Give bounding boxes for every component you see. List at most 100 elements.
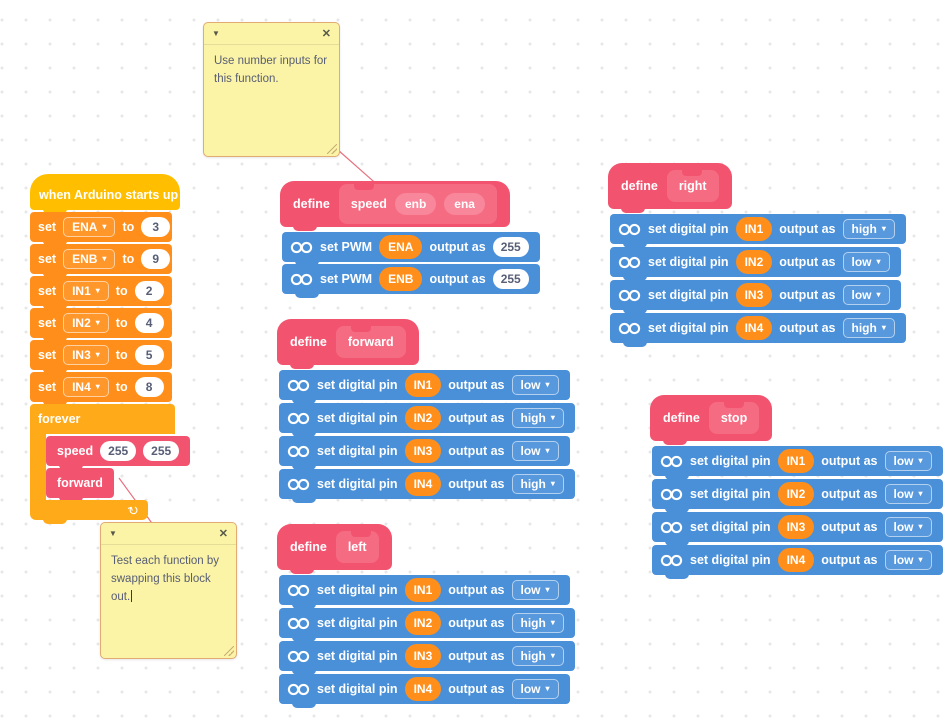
state-dropdown[interactable]: low ▾: [884, 517, 932, 537]
set-variable-block[interactable]: set IN1 ▾ to 2: [30, 276, 172, 310]
define-stop-hat[interactable]: define stop: [650, 395, 773, 445]
number-input[interactable]: 255: [100, 441, 137, 461]
set-variable-block[interactable]: set IN3 ▾ to 5: [30, 340, 172, 374]
variable-oval[interactable]: IN4: [404, 677, 442, 701]
state-dropdown[interactable]: low ▾: [511, 580, 559, 600]
number-input[interactable]: 5: [134, 345, 164, 365]
variable-oval[interactable]: IN1: [404, 373, 442, 397]
param-enb[interactable]: enb: [394, 193, 437, 215]
variable-oval[interactable]: IN4: [404, 472, 442, 496]
set-digital-pin-block[interactable]: set digital pin IN2 output as high ▾: [279, 608, 575, 642]
set-digital-pin-block[interactable]: set digital pin IN3 output as low ▾: [279, 436, 570, 470]
forever-header[interactable]: forever: [30, 404, 175, 434]
hat-when-arduino-starts-up[interactable]: when Arduino starts up: [30, 174, 180, 214]
define-left-hat[interactable]: define left: [277, 524, 392, 574]
variable-dropdown[interactable]: IN3 ▾: [63, 345, 109, 365]
variable-dropdown[interactable]: IN2 ▾: [63, 313, 109, 333]
variable-oval[interactable]: IN2: [735, 250, 773, 274]
forever-footer[interactable]: ↻: [30, 500, 148, 524]
define-forward-hat[interactable]: define forward: [277, 319, 419, 369]
number-input[interactable]: 255: [492, 237, 529, 257]
state-dropdown[interactable]: high ▾: [511, 613, 564, 633]
comment-note[interactable]: ▼ ✕ Use number inputs for this function.: [203, 22, 340, 157]
set-digital-pin-block[interactable]: set digital pin IN4 output as low ▾: [279, 674, 570, 708]
close-icon[interactable]: ✕: [321, 28, 331, 40]
state-dropdown[interactable]: low ▾: [511, 441, 559, 461]
resize-handle[interactable]: [224, 646, 234, 656]
set-digital-pin-block[interactable]: set digital pin IN1 output as low ▾: [279, 370, 570, 404]
state-dropdown[interactable]: high ▾: [511, 646, 564, 666]
set-variable-block[interactable]: set IN2 ▾ to 4: [30, 308, 172, 342]
set-variable-block[interactable]: set IN4 ▾ to 8: [30, 372, 172, 406]
number-input[interactable]: 3: [141, 217, 171, 237]
variable-oval[interactable]: IN2: [777, 482, 815, 506]
variable-oval[interactable]: IN3: [404, 439, 442, 463]
variable-oval[interactable]: IN2: [404, 611, 442, 635]
state-dropdown[interactable]: high ▾: [511, 408, 564, 428]
set-digital-pin-block[interactable]: set digital pin IN3 output as high ▾: [279, 641, 575, 675]
variable-dropdown[interactable]: ENA ▾: [63, 217, 116, 237]
set-pwm-block[interactable]: set PWM ENA output as 255: [282, 232, 540, 266]
state-dropdown[interactable]: low ▾: [884, 550, 932, 570]
variable-oval[interactable]: IN1: [777, 449, 815, 473]
state-dropdown[interactable]: low ▾: [842, 252, 890, 272]
comment-text[interactable]: Use number inputs for this function.: [204, 45, 339, 97]
variable-dropdown[interactable]: IN4 ▾: [63, 377, 109, 397]
variable-dropdown[interactable]: ENB ▾: [63, 249, 116, 269]
dropdown-value: high: [520, 411, 546, 425]
variable-oval[interactable]: IN3: [777, 515, 815, 539]
state-dropdown[interactable]: low ▾: [842, 285, 890, 305]
collapse-arrow-icon[interactable]: ▼: [212, 29, 220, 38]
forever-block[interactable]: forever speed 255 255 forward ↻: [30, 404, 191, 524]
state-dropdown[interactable]: high ▾: [511, 474, 564, 494]
set-digital-pin-block[interactable]: set digital pin IN2 output as high ▾: [279, 403, 575, 437]
variable-oval[interactable]: IN2: [404, 406, 442, 430]
set-digital-pin-block[interactable]: set digital pin IN2 output as low ▾: [652, 479, 943, 513]
close-icon[interactable]: ✕: [218, 528, 228, 540]
number-input[interactable]: 255: [143, 441, 180, 461]
variable-oval[interactable]: ENA: [379, 235, 423, 259]
define-right-hat[interactable]: define right: [608, 163, 732, 213]
variable-oval[interactable]: IN3: [735, 283, 773, 307]
set-digital-pin-block[interactable]: set digital pin IN1 output as low ▾: [652, 446, 943, 480]
resize-handle[interactable]: [327, 144, 337, 154]
collapse-arrow-icon[interactable]: ▼: [109, 529, 117, 538]
call-speed-block[interactable]: speed 255 255: [46, 436, 191, 470]
comment-text[interactable]: Test each function by swapping this bloc…: [101, 545, 236, 614]
set-variable-block[interactable]: set ENA ▾ to 3: [30, 212, 172, 246]
variable-oval[interactable]: IN3: [404, 644, 442, 668]
set-digital-pin-block[interactable]: set digital pin IN3 output as low ▾: [610, 280, 901, 314]
number-input[interactable]: 255: [492, 269, 529, 289]
set-digital-pin-block[interactable]: set digital pin IN4 output as high ▾: [279, 469, 575, 503]
state-dropdown[interactable]: low ▾: [511, 679, 559, 699]
set-variable-block[interactable]: set ENB ▾ to 9: [30, 244, 172, 278]
variable-oval[interactable]: IN4: [735, 316, 773, 340]
number-input[interactable]: 2: [134, 281, 164, 301]
state-dropdown[interactable]: low ▾: [884, 451, 932, 471]
variable-dropdown[interactable]: IN1 ▾: [63, 281, 109, 301]
param-ena[interactable]: ena: [444, 193, 485, 215]
call-forward-block[interactable]: forward: [46, 468, 114, 502]
state-dropdown[interactable]: low ▾: [511, 375, 559, 395]
state-dropdown[interactable]: low ▾: [884, 484, 932, 504]
set-digital-pin-block[interactable]: set digital pin IN2 output as low ▾: [610, 247, 901, 281]
infinity-icon: [287, 650, 310, 663]
set-digital-pin-block[interactable]: set digital pin IN1 output as low ▾: [279, 575, 570, 609]
state-dropdown[interactable]: high ▾: [842, 318, 895, 338]
comment-note[interactable]: ▼ ✕ Test each function by swapping this …: [100, 522, 237, 659]
variable-oval[interactable]: IN1: [735, 217, 773, 241]
state-dropdown[interactable]: high ▾: [842, 219, 895, 239]
number-input[interactable]: 8: [134, 377, 164, 397]
define-speed-hat[interactable]: define speed enb ena: [280, 181, 510, 231]
variable-oval[interactable]: IN4: [777, 548, 815, 572]
set-digital-pin-block[interactable]: set digital pin IN4 output as low ▾: [652, 545, 943, 579]
number-input[interactable]: 9: [141, 249, 171, 269]
number-input[interactable]: 4: [134, 313, 164, 333]
set-pwm-block[interactable]: set PWM ENB output as 255: [282, 264, 540, 298]
variable-oval[interactable]: IN1: [404, 578, 442, 602]
set-digital-pin-block[interactable]: set digital pin IN4 output as high ▾: [610, 313, 906, 347]
variable-oval[interactable]: ENB: [379, 267, 423, 291]
set-digital-pin-block[interactable]: set digital pin IN1 output as high ▾: [610, 214, 906, 248]
set-digital-pin-block[interactable]: set digital pin IN3 output as low ▾: [652, 512, 943, 546]
